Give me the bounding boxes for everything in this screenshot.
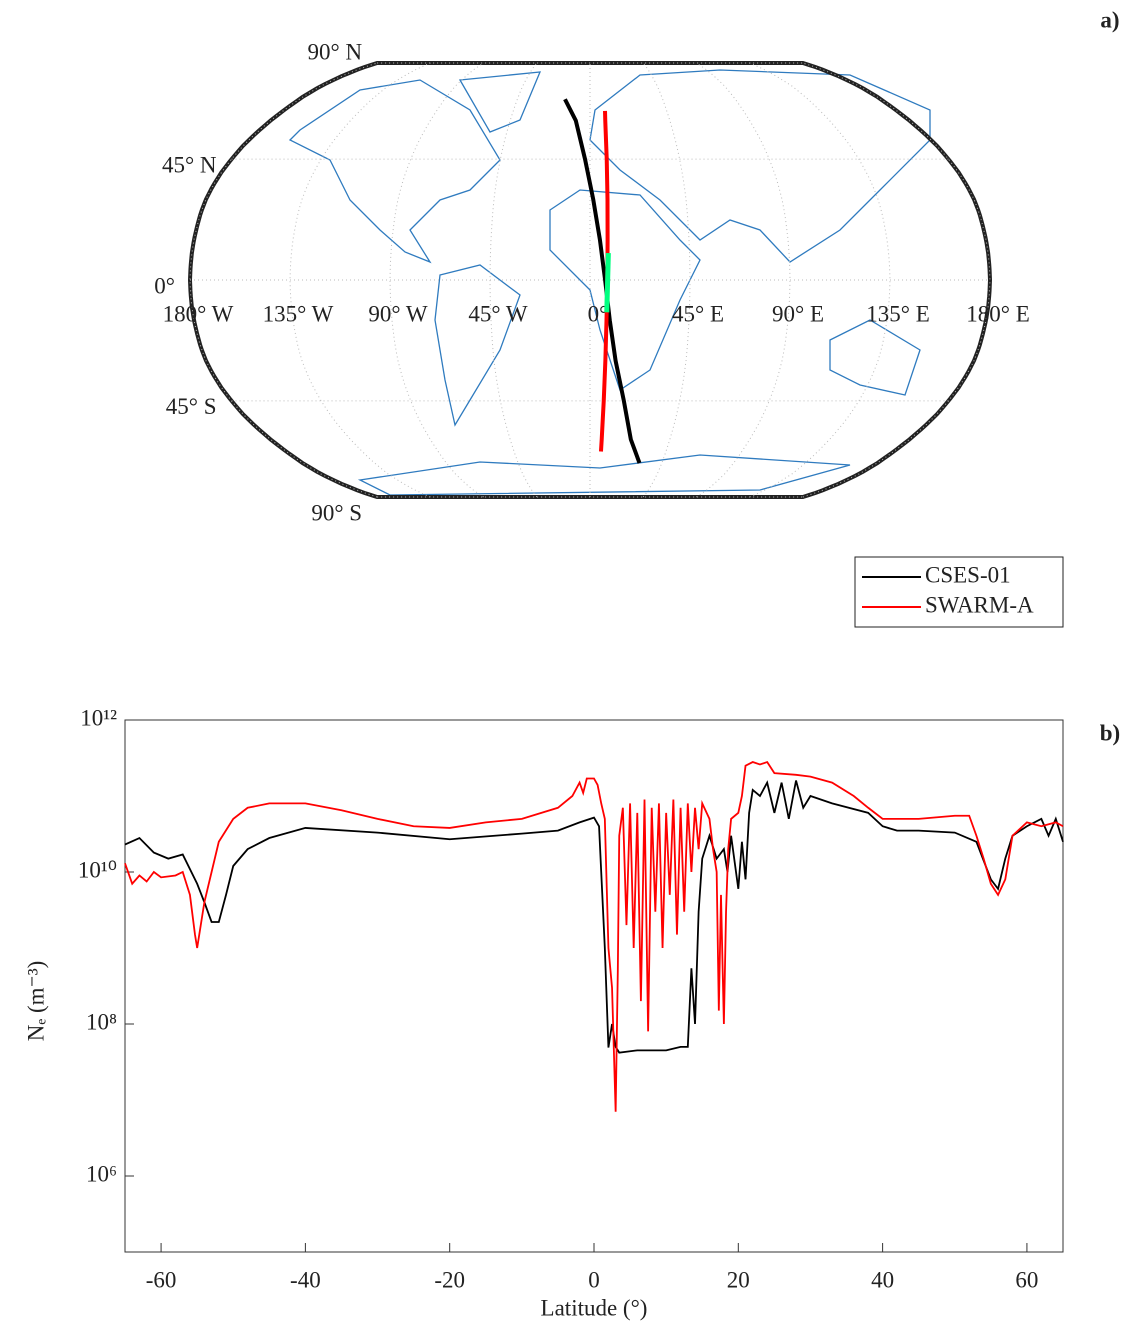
coastline <box>357 454 851 496</box>
data-line <box>124 760 1064 1112</box>
x-tick-label: 90° E <box>772 301 824 326</box>
coastline <box>589 69 931 263</box>
y-tick-label: 0° <box>154 273 175 298</box>
panel-label: b) <box>1100 720 1120 745</box>
coastlines <box>288 69 931 496</box>
y-tick-label: 10⁸ <box>86 1009 117 1034</box>
grid-line <box>489 62 538 498</box>
y-tick-label: 10¹² <box>80 705 117 730</box>
x-tick-label: 60 <box>1015 1267 1038 1292</box>
y-tick-label: 10⁶ <box>86 1161 117 1186</box>
y-tick-label: 10¹⁰ <box>78 857 117 882</box>
x-tick-label: 135° E <box>866 301 930 326</box>
legend-label: SWARM-A <box>925 592 1034 617</box>
coastline <box>829 319 921 396</box>
panel-label: a) <box>1100 7 1119 32</box>
x-tick-label: 0° <box>588 301 609 326</box>
grid-line <box>289 62 431 498</box>
y-tick-label: 90° N <box>308 39 363 64</box>
legend-box <box>854 556 1064 628</box>
x-tick-label: 180° W <box>163 301 234 326</box>
x-tick-label: -40 <box>290 1267 321 1292</box>
coastline <box>549 189 701 392</box>
y-tick-label: 90° S <box>311 500 362 525</box>
legend-label: CSES-01 <box>925 562 1011 587</box>
plot-area <box>124 719 1064 1253</box>
x-tick-label: 90° W <box>368 301 428 326</box>
x-tick-label: -60 <box>146 1267 177 1292</box>
coastline <box>458 71 542 133</box>
grid-line <box>696 62 791 498</box>
coastline <box>288 79 501 264</box>
x-axis-label: Latitude (°) <box>541 1295 648 1320</box>
x-tick-label: 135° W <box>263 301 334 326</box>
grid-line <box>389 62 484 498</box>
x-tick-label: 20 <box>727 1267 750 1292</box>
x-tick-label: 45° E <box>672 301 724 326</box>
x-tick-label: -20 <box>434 1267 465 1292</box>
grid-line <box>802 62 991 498</box>
x-tick-label: 0 <box>588 1267 600 1292</box>
y-tick-label: 45° N <box>162 152 217 177</box>
y-tick-label: 45° S <box>166 394 217 419</box>
satellite-track <box>563 98 642 464</box>
y-axis-label: Nₑ (m⁻³) <box>23 961 48 1042</box>
x-tick-label: 40 <box>871 1267 894 1292</box>
data-line <box>124 780 1064 1054</box>
x-tick-label: 180° E <box>966 301 1030 326</box>
grid-line <box>189 62 378 498</box>
coastline <box>434 264 521 427</box>
x-tick-label: 45° W <box>468 301 528 326</box>
conjunction-segment <box>604 253 611 313</box>
